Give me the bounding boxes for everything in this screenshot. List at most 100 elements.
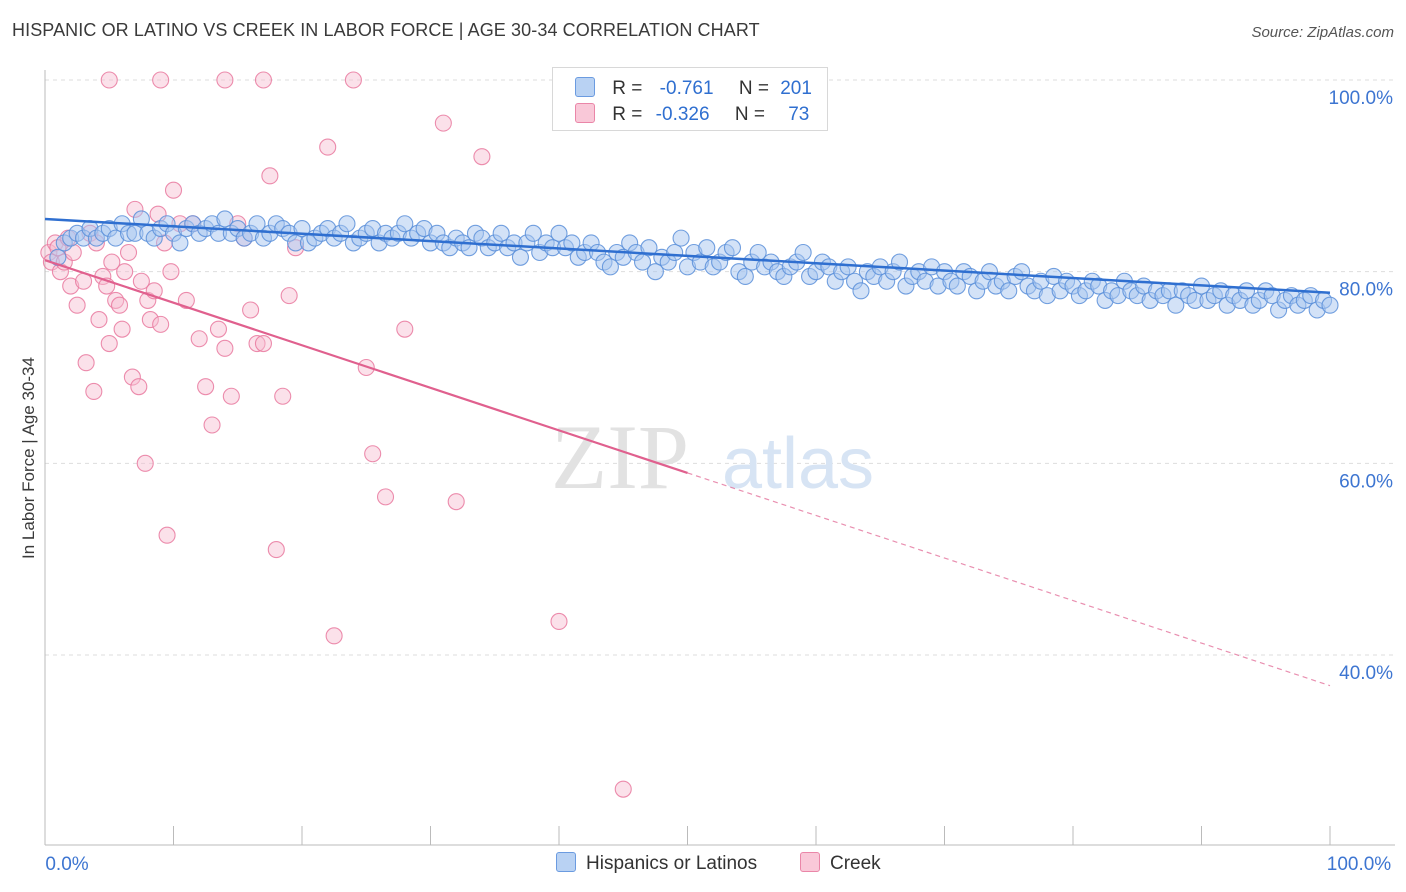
creek-point: [119, 243, 138, 262]
hispanic-point: [1167, 296, 1185, 314]
creek-point: [209, 320, 228, 338]
creek-point: [344, 71, 362, 89]
grid-lines: [45, 79, 1395, 656]
legend-row-creek: R = -0.326 N = 73: [575, 103, 809, 127]
creek-point: [396, 320, 414, 338]
x-tick-label-max: 100.0%: [1327, 854, 1392, 875]
creek-point: [614, 780, 632, 798]
creek-point: [90, 311, 108, 329]
hispanic-point: [794, 243, 812, 262]
creek-point: [280, 287, 298, 305]
creek-point: [113, 320, 131, 338]
creek-point: [222, 387, 240, 405]
n-label: N =: [734, 104, 765, 125]
hispanic-point: [640, 239, 658, 257]
y-tick-label: 80.0%: [1339, 280, 1393, 301]
hispanic-point: [736, 267, 754, 286]
hispanic-point: [132, 210, 150, 228]
creek-point: [136, 454, 154, 472]
creek-point: [68, 296, 86, 314]
creek-point: [447, 493, 465, 511]
creek-point: [152, 71, 170, 89]
creek-swatch: [575, 103, 595, 123]
creek-point: [274, 387, 292, 405]
hispanic-legend-swatch: [556, 852, 576, 872]
legend-item-creek[interactable]: Creek: [800, 852, 881, 875]
hispanic-point: [852, 282, 870, 300]
hispanic-point: [492, 224, 510, 242]
watermark-zip: ZIP: [551, 406, 689, 508]
y-tick-label: 100.0%: [1329, 88, 1394, 109]
hispanic-point: [723, 239, 742, 257]
x-tick-label-min: 0.0%: [45, 854, 88, 875]
hispanic-point: [511, 248, 530, 266]
hispanic-trend-line: [44, 217, 1331, 294]
y-tick-label: 60.0%: [1339, 471, 1393, 492]
hispanic-point: [550, 224, 568, 242]
hispanic-swatch: [575, 77, 595, 97]
creek-trend-extension: [687, 472, 1331, 687]
creek-point: [100, 334, 118, 353]
creek-point: [364, 445, 382, 463]
creek-point: [85, 382, 103, 401]
creek-point: [103, 253, 121, 271]
x-tick-labels: 0.0% 100.0%: [45, 854, 1391, 875]
r-value: -0.761: [659, 78, 714, 99]
creek-point: [325, 627, 343, 645]
hispanic-point: [1321, 296, 1339, 314]
creek-point: [473, 148, 491, 166]
creek-point: [216, 339, 234, 357]
hispanic-point: [601, 258, 619, 276]
y-tick-labels: 40.0% 60.0% 80.0% 100.0%: [1329, 88, 1394, 684]
creek-point: [100, 71, 118, 89]
y-axis-title: In Labor Force | Age 30-34: [19, 357, 38, 559]
creek-point: [152, 315, 170, 333]
hispanic-point: [171, 234, 189, 252]
watermark-atlas: atlas: [722, 424, 874, 504]
creek-trend-line: [44, 259, 688, 474]
axes: [44, 70, 1395, 846]
creek-legend-swatch: [800, 852, 820, 872]
correlation-legend: R = -0.761 N = 201 R = -0.326 N = 73: [552, 67, 828, 131]
source-label: Source: ZipAtlas.com: [1251, 24, 1394, 41]
creek-point: [248, 334, 266, 353]
legend-item-hispanic[interactable]: Hispanics or Latinos: [556, 852, 757, 875]
creek-point: [77, 354, 95, 372]
r-value: -0.326: [655, 104, 710, 125]
hispanic-point: [839, 258, 857, 276]
hispanic-point: [646, 263, 664, 281]
creek-point: [116, 263, 134, 281]
r-label: R =: [612, 104, 643, 125]
y-tick-label: 40.0%: [1339, 663, 1393, 684]
chart-title: HISPANIC OR LATINO VS CREEK IN LABOR FOR…: [12, 20, 760, 40]
creek-point: [110, 296, 129, 314]
creek-point: [123, 368, 141, 386]
hispanic-point: [698, 239, 716, 257]
creek-point: [376, 488, 395, 506]
r-label: R =: [612, 78, 643, 99]
creek-point: [164, 181, 183, 199]
hispanic-point: [338, 215, 356, 233]
legend-label: Creek: [830, 853, 881, 874]
n-value: 73: [788, 104, 810, 125]
creek-point: [267, 541, 285, 559]
creek-point: [162, 263, 180, 281]
creek-point: [130, 378, 148, 396]
n-label: N =: [738, 78, 769, 99]
hispanic-point: [672, 229, 690, 247]
creek-point: [216, 71, 234, 89]
hispanic-point: [666, 243, 684, 262]
creek-point: [319, 138, 337, 156]
creek-point: [203, 416, 221, 434]
creek-point: [62, 277, 80, 295]
hispanic-point: [216, 210, 234, 228]
hispanic-point: [1000, 282, 1018, 300]
creek-point: [242, 301, 260, 319]
creek-points: [40, 71, 632, 798]
creek-point: [158, 526, 176, 544]
creek-point: [141, 311, 159, 329]
creek-point: [177, 291, 195, 309]
n-value: 201: [780, 78, 812, 99]
creek-point: [197, 378, 215, 396]
